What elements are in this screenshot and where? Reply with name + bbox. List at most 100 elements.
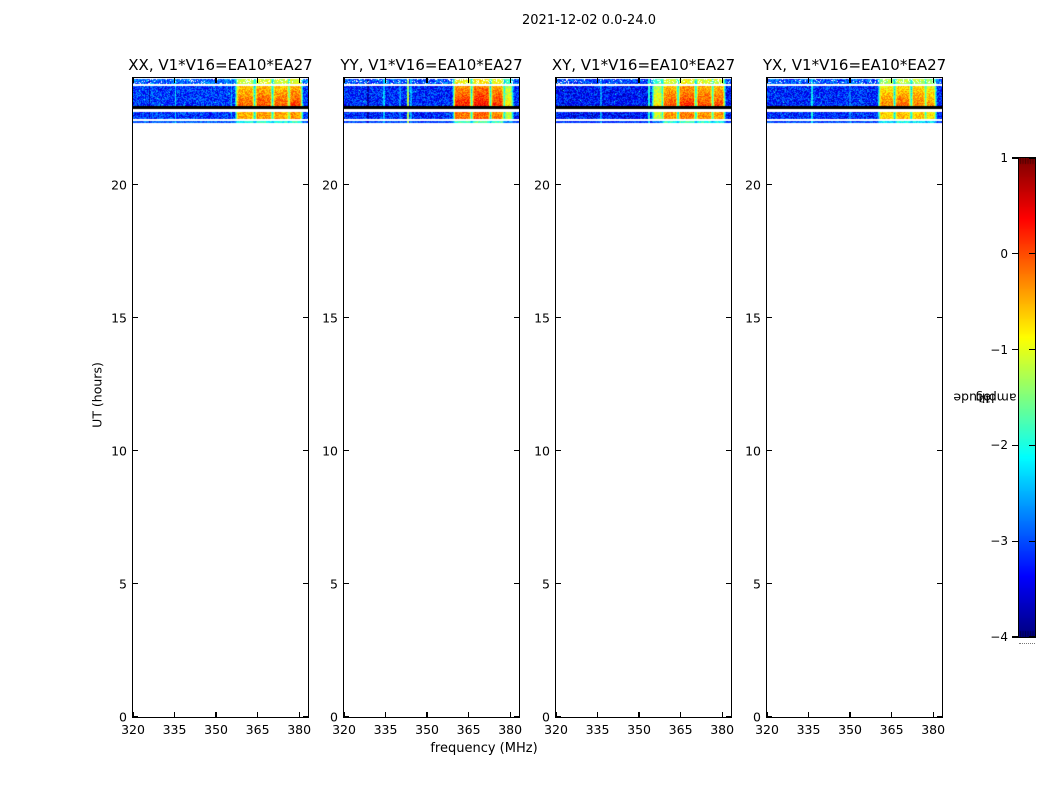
y-tick-mark-right [303,716,308,718]
x-tick-mark-top [215,78,217,83]
spectrogram-canvas-yx [767,78,942,717]
colorbar-tick-mark-left [1012,636,1018,638]
spectrogram-canvas-xx [133,78,308,717]
x-tick-mark-top [932,78,934,83]
y-tick-mark-left [344,583,349,585]
y-tick-label: 20 [745,177,761,192]
y-tick-mark-left [556,583,561,585]
y-tick-mark-right [303,450,308,452]
y-tick-mark-right [937,716,942,718]
panel-title-yx: YX, V1*V16=EA10*EA27 [762,56,947,74]
colorbar-tick-label: −1 [990,342,1008,357]
x-tick-mark-bottom [298,712,300,717]
y-tick-label: 5 [330,576,338,592]
x-tick-mark-bottom [891,712,893,717]
x-tick-mark-top [257,78,259,83]
y-tick-mark-left [556,183,561,186]
x-tick-mark-top [468,78,470,83]
colorbar-label-rest: amplitude [953,390,1017,406]
x-tick-label: 380 [498,722,523,737]
y-tick-mark-right [514,183,519,186]
x-tick-mark-top [849,78,851,83]
y-tick-mark-left [344,183,349,186]
colorbar-canvas [1019,158,1035,637]
y-tick-mark-right [726,583,731,585]
y-tick-label: 15 [111,310,127,326]
y-tick-mark-right [726,450,731,452]
spectrogram-panel-yx: YX, V1*V16=EA10*EA27 320 335 350 365 380 0 5 10… [745,56,946,737]
x-tick-label: 365 [245,722,270,737]
y-tick-mark-right [937,583,942,585]
x-tick-label: 380 [921,722,946,737]
x-tick-label: 335 [373,722,398,737]
y-tick-mark-right [514,583,519,585]
y-tick-label: 5 [542,576,550,592]
x-tick-label: 320 [544,722,568,737]
y-tick-mark-right [937,183,942,186]
figure-title: 2021-12-02 0.0-24.0 [522,13,656,28]
x-tick-mark-top [721,78,723,83]
colorbar-tick-label: 1 [1000,151,1008,165]
x-tick-label: 350 [204,722,228,737]
panel-title-xy: XY, V1*V16=EA10*EA27 [551,56,736,74]
y-tick-mark-left [767,317,772,319]
y-tick-mark-left [133,317,138,319]
x-tick-label: 335 [796,722,821,737]
x-tick-mark-bottom [426,712,428,717]
y-tick-mark-left [767,183,772,186]
x-axis-label: frequency (MHz) [430,741,538,756]
colorbar-tick-label: 0 [1000,246,1008,261]
x-tick-mark-bottom [132,712,134,717]
x-tick-mark-top [596,78,599,83]
x-tick-label: 320 [121,722,145,737]
y-tick-label: 15 [534,310,550,326]
x-tick-mark-bottom [766,712,768,717]
colorbar-tick-mark-left [1012,444,1018,446]
x-tick-mark-top [766,78,768,83]
spectrogram-canvas-yy [344,78,519,717]
y-tick-mark-left [133,716,138,718]
x-tick-mark-top [891,78,893,83]
y-tick-mark-right [514,450,519,452]
x-tick-label: 365 [879,722,904,737]
x-tick-mark-bottom [384,712,387,717]
x-tick-mark-bottom [721,712,723,717]
y-tick-label: 20 [534,177,550,192]
y-tick-mark-left [556,317,561,319]
x-tick-mark-top [132,78,134,83]
x-tick-mark-bottom [555,712,557,717]
x-tick-label: 335 [162,722,187,737]
x-tick-mark-bottom [468,712,470,717]
colorbar-tick-mark-right [1029,253,1035,255]
y-tick-label: 0 [119,709,127,725]
y-tick-mark-left [556,450,561,452]
y-tick-label: 10 [322,443,338,459]
y-tick-mark-left [133,183,138,186]
x-tick-label: 365 [668,722,693,737]
colorbar-tick-mark-left [1012,349,1018,351]
y-tick-mark-right [726,183,731,186]
x-tick-mark-top [173,78,176,83]
colorbar-tick-mark-right [1029,444,1035,446]
y-tick-mark-right [514,716,519,718]
y-tick-label: 15 [745,310,761,326]
colorbar-tick-mark-left [1012,540,1018,542]
x-tick-mark-top [555,78,557,83]
x-tick-mark-top [343,78,345,83]
colorbar-tick-mark-left [1012,157,1018,159]
colorbar-bottom-dotted-edge [1019,643,1035,644]
y-tick-mark-right [937,450,942,452]
x-tick-mark-bottom [596,712,599,717]
y-tick-mark-right [937,317,942,319]
x-tick-mark-bottom [257,712,259,717]
y-tick-mark-left [344,317,349,319]
x-tick-mark-top [638,78,640,83]
y-tick-label: 10 [534,443,550,459]
colorbar-tick-label: −3 [990,534,1008,549]
y-tick-mark-left [133,583,138,585]
x-tick-mark-bottom [343,712,345,717]
y-tick-label: 5 [753,576,761,592]
panel-title-xx: XX, V1*V16=EA10*EA27 [128,56,313,74]
y-tick-label: 20 [111,177,127,192]
